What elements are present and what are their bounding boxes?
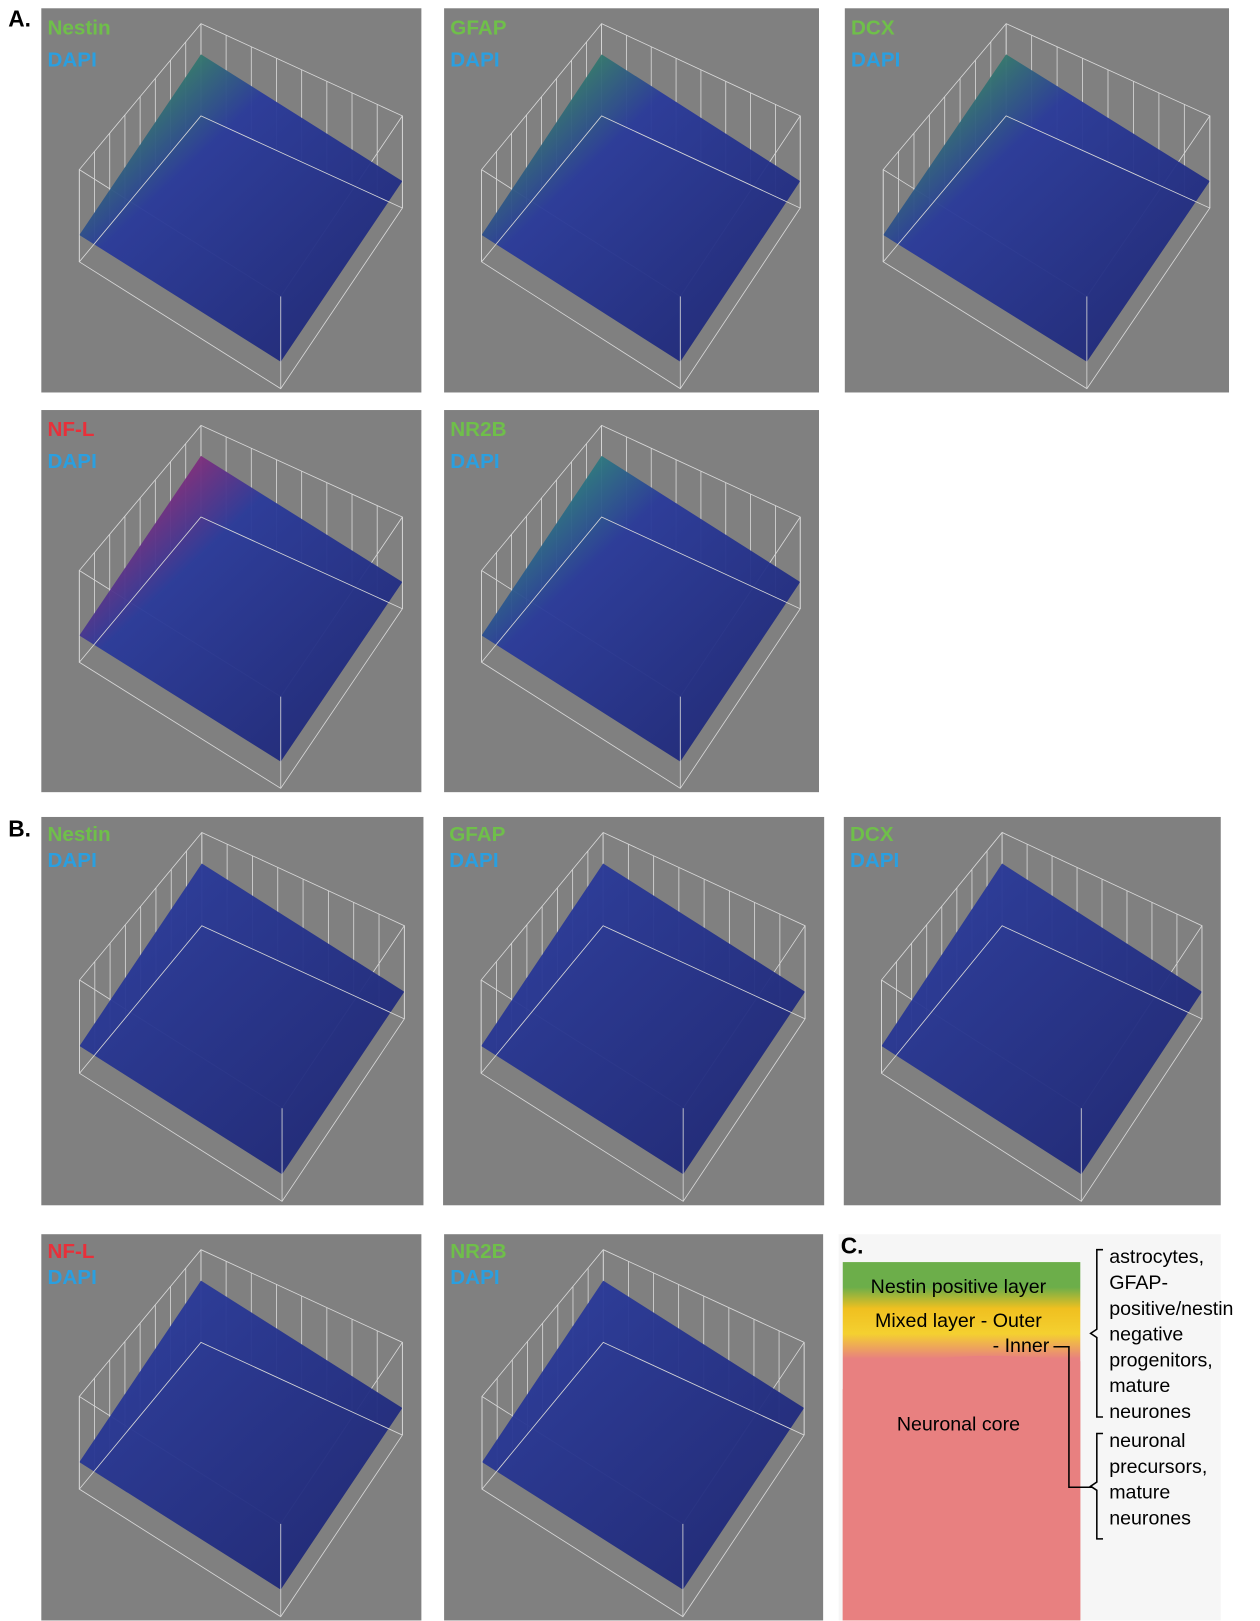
marker-label: DAPI — [48, 849, 97, 872]
surface-plot: DCX DAPI — [844, 817, 1221, 1205]
marker-label: NR2B — [450, 1240, 506, 1263]
annotation-line: neuronal — [1109, 1430, 1185, 1452]
annotation-line: GFAP- — [1109, 1272, 1168, 1294]
annotation-line: neurones — [1109, 1507, 1191, 1529]
annotation-line: negative — [1109, 1324, 1183, 1346]
marker-label: GFAP — [450, 16, 506, 39]
section-label: B. — [8, 815, 31, 841]
annotation-line: astrocytes, — [1109, 1246, 1204, 1268]
layer-label: Mixed layer - Outer — [875, 1310, 1042, 1332]
annotation-line: positive/nestin — [1109, 1298, 1233, 1320]
marker-label: DAPI — [450, 48, 499, 71]
marker-label: DAPI — [851, 48, 900, 71]
annotation-line: precursors, — [1109, 1456, 1207, 1478]
marker-label: NF-L — [48, 418, 95, 441]
surface-plot: Nestin DAPI — [41, 817, 423, 1205]
layer-label: Neuronal core — [897, 1413, 1020, 1435]
section-label: A. — [8, 6, 31, 32]
marker-label: DCX — [851, 16, 895, 39]
marker-label: DAPI — [850, 849, 899, 872]
annotation-line: mature — [1109, 1482, 1170, 1504]
annotation-line: progenitors, — [1109, 1349, 1213, 1371]
surface-plot: NF-L DAPI — [41, 1234, 421, 1620]
marker-label: DAPI — [48, 450, 97, 473]
marker-label: DAPI — [48, 1266, 97, 1289]
marker-label: Nestin — [48, 823, 111, 846]
section-label: C. — [841, 1233, 864, 1259]
marker-label: GFAP — [449, 823, 505, 846]
marker-label: Nestin — [48, 16, 111, 39]
marker-label: DAPI — [48, 48, 97, 71]
surface-plot: NR2B DAPI — [444, 1234, 823, 1620]
surface-plot: DCX DAPI — [845, 8, 1229, 392]
surface-plot: GFAP DAPI — [443, 817, 824, 1205]
annotation-line: mature — [1109, 1375, 1170, 1397]
surface-plot: GFAP DAPI — [444, 8, 819, 392]
marker-label: DAPI — [449, 849, 498, 872]
figure: A. Nestin DAPI GFAP DAPI DCX DAPI NF-L DAPI NR2B D… — [0, 0, 1260, 1621]
layer-label: - Inner — [993, 1335, 1050, 1357]
marker-label: NF-L — [48, 1240, 95, 1263]
core-boundary — [843, 1356, 1081, 1621]
marker-label: NR2B — [450, 418, 506, 441]
marker-label: DCX — [850, 823, 894, 846]
marker-label: DAPI — [450, 450, 499, 473]
marker-label: DAPI — [450, 1266, 499, 1289]
surface-plot: Nestin DAPI — [41, 8, 421, 392]
layer-label: Nestin positive layer — [871, 1276, 1047, 1298]
surface-plot: NR2B DAPI — [444, 410, 819, 792]
annotation-line: neurones — [1109, 1401, 1191, 1423]
surface-plot: NF-L DAPI — [41, 410, 421, 792]
